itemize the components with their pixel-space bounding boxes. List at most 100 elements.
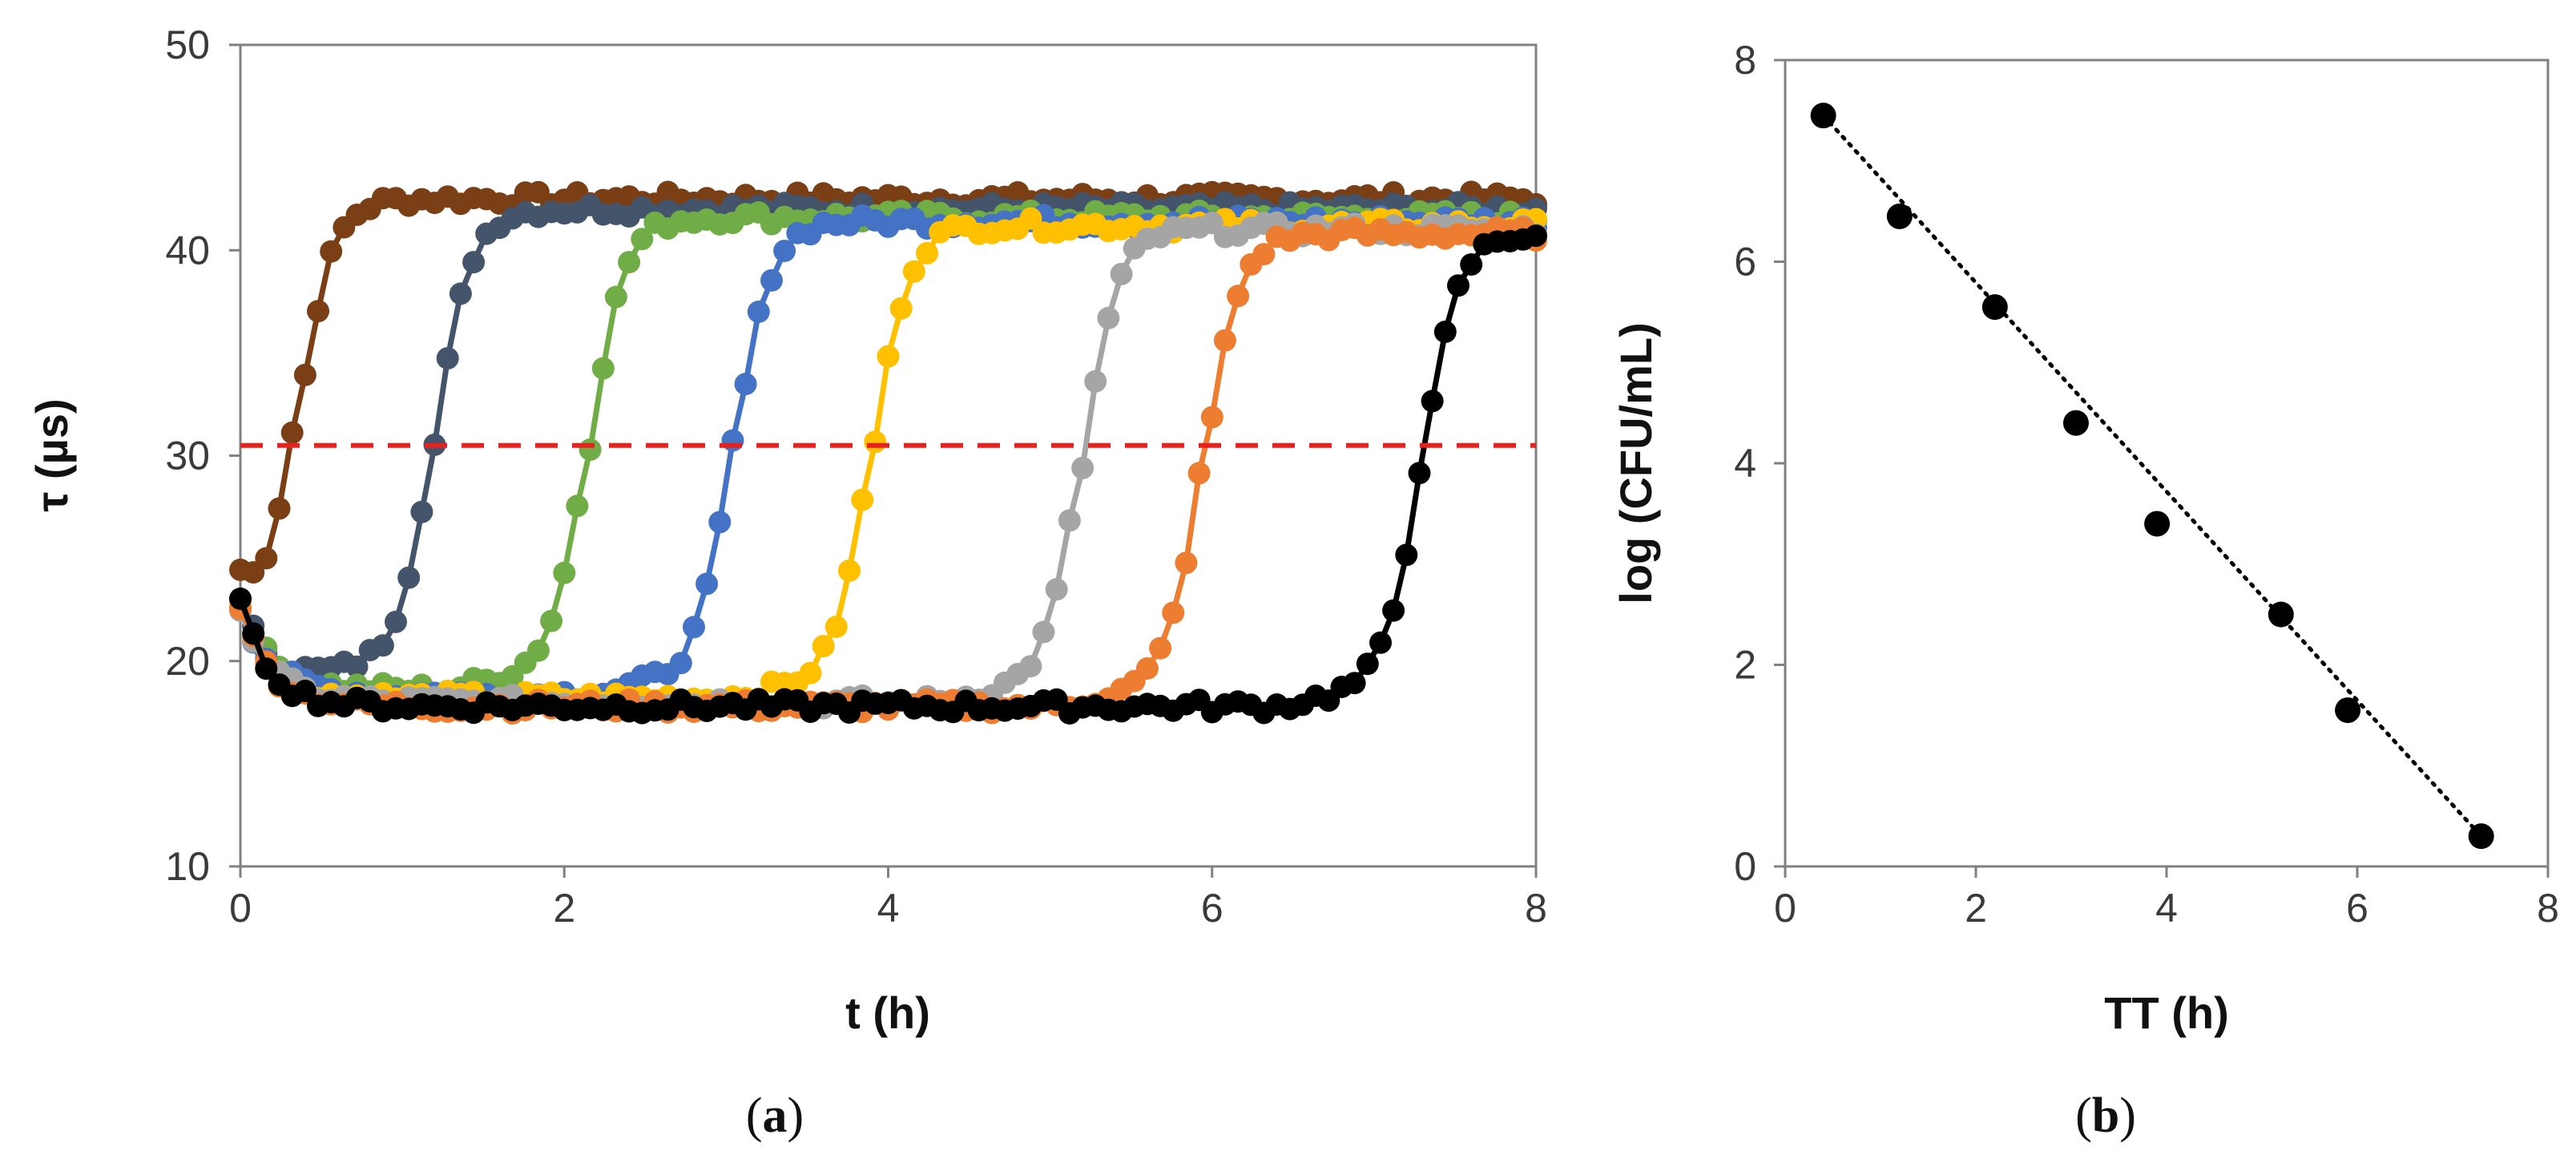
series-yellow [229,207,1547,716]
series-yellow-line [237,214,1537,708]
series-black-point [255,657,278,680]
chart-b-ytick-label: 4 [1734,441,1756,486]
series-blue-point [683,616,705,639]
series-gray-line [237,220,1538,713]
chart-a-xtick-label: 0 [229,886,252,931]
series-gray-point [1019,655,1042,678]
chart-b-ticks: 0 2 4 6 8 0 2 4 6 8 [1734,38,2559,931]
data-point [1981,294,2008,321]
chart-a: 0 2 4 6 8 10 20 30 40 50 t (h) τ (µs) (a) [26,22,1547,1143]
series-brown-point [280,421,304,444]
series-gray-point [1084,370,1107,393]
series-gray-point [1071,456,1094,479]
chart-a-ticks: 0 2 4 6 8 10 20 30 40 50 [165,22,1547,931]
series-green-point [604,285,627,309]
series-black-point [1408,462,1431,485]
series-yellow-point [799,661,822,685]
series-yellow-point [824,616,848,638]
data-point [2468,823,2494,850]
chart-b-xtick-label: 6 [2346,886,2368,931]
data-point [1810,103,1836,129]
data-point [2268,601,2294,628]
series-black-point [229,588,252,610]
series-yellow-point [851,488,874,511]
series-blue-point [669,652,692,675]
series-brown [229,180,1547,584]
chart-a-xtick-label: 4 [877,886,900,931]
series-orange-point [1162,601,1185,624]
series-black-point [1525,224,1547,248]
chart-b-xtick-label: 4 [2155,886,2178,931]
chart-a-xtick-label: 8 [1525,886,1547,931]
series-yellow-point [916,241,938,265]
series-green-point [618,251,641,274]
chart-b-series [1810,103,2494,850]
series-orange-point [1213,329,1236,352]
chart-b-plot-frame [1784,59,2550,868]
series-yellow-point [1019,207,1042,230]
chart-b-ylabel: log (CFU/mL) [1611,322,1661,604]
chart-a-xlabel: t (h) [845,987,930,1038]
series-gray-point [1045,578,1068,601]
chart-a-ytick-label: 30 [165,434,210,479]
chart-b-xtick-label: 0 [1774,886,1796,931]
series-green-point [553,561,576,584]
series-black-point [1395,543,1418,567]
chart-a-ytick-label: 40 [165,228,210,273]
chart-b-ytick-label: 0 [1734,844,1756,889]
series-orange [229,216,1547,725]
series-orange-point [1187,462,1211,485]
series-slate-point [371,634,394,657]
series-brown-point [307,300,329,323]
series-orange-point [1135,657,1159,680]
series-slate-point [449,282,472,305]
series-black-point [1421,390,1444,413]
trendline [1821,113,2484,838]
data-point [2335,697,2361,724]
chart-a-series [229,180,1547,725]
series-black-point [1343,672,1366,695]
series-slate-point [436,347,459,370]
series-green-point [540,609,563,632]
chart-b-xlabel: TT (h) [2104,987,2228,1038]
series-blue-point [721,429,744,452]
series-brown-line [240,188,1538,575]
series-gray [229,212,1547,721]
series-yellow-point [889,297,913,320]
series-brown-point [320,240,343,263]
series-black [229,224,1547,725]
chart-b-xtick-label: 2 [1965,886,1987,931]
series-yellow-point [902,260,925,283]
series-blue-point [760,269,783,292]
chart-a-ytick-label: 20 [165,639,210,684]
chart-a-ytick-label: 10 [165,844,210,889]
series-black-point [293,680,316,702]
series-orange-line [237,224,1538,717]
series-brown-point [255,547,278,570]
series-black-point [1460,253,1483,276]
series-gray-point [1097,306,1120,329]
chart-a-xtick-label: 6 [1201,886,1223,931]
series-blue-point [773,240,796,262]
series-yellow-point [838,559,861,582]
series-slate-point [385,610,407,633]
series-black-point [242,622,265,645]
series-slate-point [410,500,433,523]
chart-b-panel-label: (b) [2075,1088,2136,1143]
series-blue-point [747,301,770,323]
chart-a-xtick-label: 2 [553,886,575,931]
series-orange-point [1200,406,1223,429]
series-blue [229,204,1547,713]
series-green-point [566,495,589,518]
series-slate-point [397,566,421,589]
chart-b-ytick-label: 8 [1734,38,1756,83]
series-green-point [578,438,602,461]
chart-b-ytick-label: 6 [1734,240,1756,285]
series-orange-point [1252,243,1276,266]
series-brown-point [268,497,291,520]
series-brown-point [293,363,316,386]
series-black-line [237,232,1537,717]
series-green-point [526,639,550,662]
series-gray-point [1032,620,1055,644]
